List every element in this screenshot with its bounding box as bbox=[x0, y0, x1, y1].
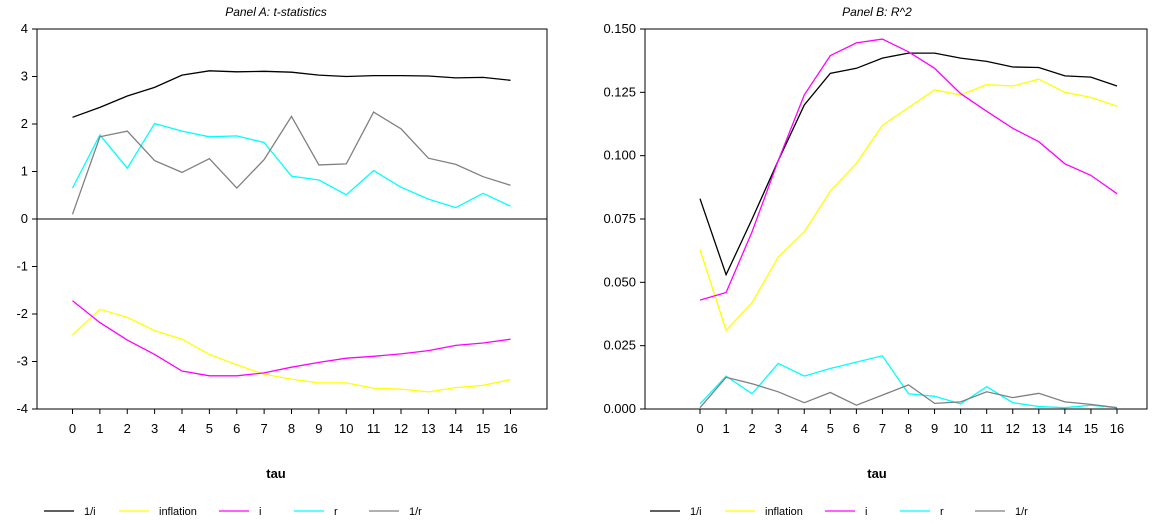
y-tick-label: 4 bbox=[21, 21, 28, 36]
x-tick-label: 0 bbox=[69, 421, 76, 436]
x-tick-label: 15 bbox=[1084, 421, 1098, 436]
x-tick-label: 6 bbox=[233, 421, 240, 436]
x-tick-label: 16 bbox=[1110, 421, 1124, 436]
panel-b-x-axis-title: tau bbox=[867, 466, 887, 481]
y-tick-label: -4 bbox=[16, 401, 28, 416]
legend-label-i: i bbox=[865, 506, 867, 518]
x-tick-label: 7 bbox=[879, 421, 886, 436]
y-tick-label: 0 bbox=[21, 211, 28, 226]
x-tick-label: 11 bbox=[367, 421, 381, 436]
series-line-r bbox=[71, 122, 511, 209]
series-line-1-r bbox=[71, 111, 511, 215]
x-tick-label: 12 bbox=[1006, 421, 1020, 436]
x-tick-label: 14 bbox=[449, 421, 463, 436]
x-tick-label: 10 bbox=[339, 421, 353, 436]
x-tick-label: 15 bbox=[476, 421, 490, 436]
x-tick-label: 1 bbox=[96, 421, 103, 436]
x-tick-label: 9 bbox=[931, 421, 938, 436]
x-tick-label: 0 bbox=[696, 421, 703, 436]
x-tick-label: 8 bbox=[905, 421, 912, 436]
y-tick-label: -3 bbox=[16, 354, 28, 369]
series-line-r bbox=[699, 355, 1118, 409]
panel-b-legend: 1/i inflation i r 1/r bbox=[650, 506, 1028, 518]
x-tick-label: 3 bbox=[775, 421, 782, 436]
x-tick-label: 1 bbox=[722, 421, 729, 436]
legend-label-r: r bbox=[940, 506, 944, 518]
panel-b-x-axis: 0 1 2 3 4 5 6 7 8 9 10 11 12 13 14 15 16 bbox=[696, 409, 1124, 436]
panel-b-title: Panel B: R^2 bbox=[842, 5, 912, 19]
series-line-1-i bbox=[699, 52, 1118, 277]
y-tick-label: 0.125 bbox=[603, 84, 636, 99]
panel-a-title: Panel A: t-statistics bbox=[225, 5, 327, 19]
legend-label-1-r: 1/r bbox=[409, 506, 422, 518]
x-tick-label: 7 bbox=[261, 421, 268, 436]
y-tick-label: -2 bbox=[16, 306, 28, 321]
series-line-1-r bbox=[699, 376, 1118, 409]
legend-label-inflation: inflation bbox=[765, 506, 803, 518]
x-tick-label: 13 bbox=[421, 421, 435, 436]
x-tick-label: 12 bbox=[394, 421, 408, 436]
panel-a-y-axis: 4 3 2 1 0 -1 -2 -3 -4 bbox=[16, 21, 37, 416]
panel-b-y-axis: 0.150 0.125 0.100 0.075 0.050 0.025 0.000 bbox=[603, 21, 645, 416]
series-line-i bbox=[699, 38, 1118, 301]
y-tick-label: 0.025 bbox=[603, 338, 636, 353]
panel-b-plot-frame bbox=[644, 28, 1148, 410]
panel-b: Panel B: R^2 0.1500.1250.1000.0750.0500.… bbox=[603, 5, 1148, 518]
x-tick-label: 8 bbox=[288, 421, 295, 436]
x-tick-label: 4 bbox=[178, 421, 185, 436]
x-tick-label: 16 bbox=[503, 421, 517, 436]
legend-label-i: i bbox=[259, 506, 261, 518]
series-line-inflation bbox=[699, 78, 1118, 332]
x-tick-label: 9 bbox=[315, 421, 322, 436]
x-tick-label: 5 bbox=[827, 421, 834, 436]
y-tick-label: 0.100 bbox=[603, 148, 636, 163]
panel-a-x-axis: 0 1 2 3 4 5 6 7 8 9 10 11 12 13 14 15 16 bbox=[69, 409, 518, 436]
y-tick-label: 1 bbox=[21, 164, 28, 179]
legend-label-1-r: 1/r bbox=[1015, 506, 1028, 518]
legend-label-1-i: 1/i bbox=[690, 506, 702, 518]
y-tick-label: 0.000 bbox=[603, 401, 636, 416]
panel-a-legend: 1/i inflation i r 1/r bbox=[44, 506, 422, 518]
series-line-i bbox=[72, 300, 511, 377]
x-tick-label: 2 bbox=[124, 421, 131, 436]
panel-a-x-axis-title: tau bbox=[266, 466, 286, 481]
legend-label-1-i: 1/i bbox=[84, 506, 96, 518]
x-tick-label: 2 bbox=[749, 421, 756, 436]
y-tick-label: 2 bbox=[21, 116, 28, 131]
y-tick-label: -1 bbox=[16, 259, 28, 274]
x-tick-label: 14 bbox=[1058, 421, 1072, 436]
panel-b-series bbox=[699, 38, 1118, 409]
x-tick-label: 11 bbox=[980, 421, 994, 436]
x-tick-label: 4 bbox=[801, 421, 808, 436]
legend-label-r: r bbox=[334, 506, 338, 518]
x-tick-label: 5 bbox=[206, 421, 213, 436]
series-line-inflation bbox=[72, 308, 511, 393]
x-tick-label: 10 bbox=[953, 421, 967, 436]
x-tick-label: 13 bbox=[1032, 421, 1046, 436]
x-tick-label: 3 bbox=[151, 421, 158, 436]
y-tick-label: 0.075 bbox=[603, 211, 636, 226]
y-tick-label: 3 bbox=[21, 69, 28, 84]
y-tick-label: 0.150 bbox=[603, 21, 636, 36]
panel-a-series bbox=[71, 70, 511, 393]
series-line-1-i bbox=[72, 70, 511, 118]
y-tick-label: 0.050 bbox=[603, 274, 636, 289]
x-tick-label: 6 bbox=[853, 421, 860, 436]
legend-label-inflation: inflation bbox=[159, 506, 197, 518]
